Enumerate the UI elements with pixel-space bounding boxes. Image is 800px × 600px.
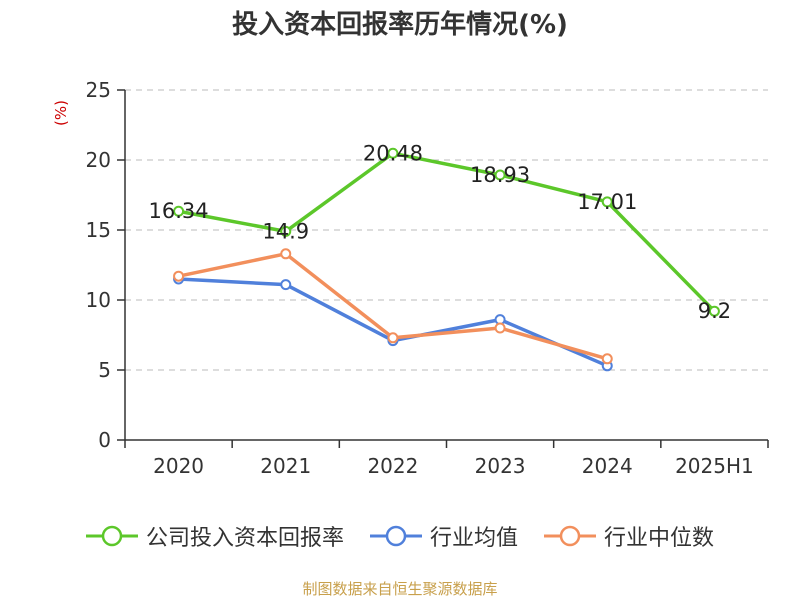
x-tick-label-2021: 2021	[260, 454, 311, 478]
data-label-2023: 18.93	[470, 163, 530, 187]
legend-label-1: 行业均值	[429, 526, 518, 551]
legend-item-2[interactable]: 行业中位数	[544, 520, 714, 552]
series-2-point-2023	[494, 322, 506, 334]
series-2-point-2021	[280, 248, 292, 260]
series-2-point-2020	[173, 270, 185, 282]
axes: 0 5 10 15 20 25 2020 2021 2022 2023 2024 2025H1	[86, 78, 769, 478]
series-0-point-2020	[173, 205, 185, 217]
series-0-point-2024	[601, 196, 613, 208]
legend-label-2: 行业中位数	[604, 526, 715, 551]
y-tick-label-15: 15	[86, 218, 111, 242]
legend-label-0: 公司投入资本回报率	[145, 526, 344, 551]
legend-swatch-0	[85, 525, 138, 547]
y-tick-label-20: 20	[86, 148, 111, 172]
x-tick-label-2025H1: 2025H1	[675, 454, 754, 478]
y-tick-label-5: 5	[98, 358, 111, 382]
y-tick-label-25: 25	[86, 78, 111, 102]
x-tick-label-2022: 2022	[367, 454, 418, 478]
source-note: 制图数据来自恒生聚源数据库	[302, 580, 498, 598]
y-tick-label-10: 10	[86, 288, 111, 312]
data-label-2025H1: 9.2	[698, 299, 731, 323]
x-tick-label-2020: 2020	[153, 454, 204, 478]
series-0-point-2021	[280, 225, 292, 237]
data-label-2024: 17.01	[577, 190, 637, 214]
grid-lines	[125, 89, 768, 371]
series-2-point-2024	[601, 353, 613, 365]
data-labels: 16.34 14.9 20.48 18.93 17.01 9.2	[149, 141, 732, 323]
legend: 公司投入资本回报率 行业均值 行业中位数	[0, 520, 800, 552]
data-label-2022: 20.48	[363, 141, 423, 165]
series-0-point-2025H1	[708, 305, 720, 317]
series-0-point-2023	[494, 169, 506, 181]
legend-item-1[interactable]: 行业均值	[369, 520, 518, 552]
series-2-point-2022	[387, 332, 399, 344]
legend-swatch-1	[369, 525, 422, 547]
series-line-0	[178, 151, 716, 313]
x-tick-label-2024: 2024	[582, 454, 633, 478]
series-lines	[173, 147, 720, 372]
y-tick-label-0: 0	[98, 428, 111, 452]
legend-swatch-2	[544, 525, 596, 547]
data-label-2021: 14.9	[262, 219, 309, 243]
legend-item-0[interactable]: 公司投入资本回报率	[85, 520, 344, 552]
line-chart: 0 5 10 15 20 25 2020 2021 2022 2023 2024 2025H1 16.…	[86, 78, 769, 478]
data-label-2020: 16.34	[149, 199, 209, 223]
x-tick-label-2023: 2023	[475, 454, 526, 478]
series-0-point-2022	[387, 147, 399, 159]
series-line-1	[178, 277, 608, 368]
chart-title: 投入资本回报率历年情况(%)	[232, 10, 568, 40]
series-1-point-2021	[280, 279, 292, 291]
